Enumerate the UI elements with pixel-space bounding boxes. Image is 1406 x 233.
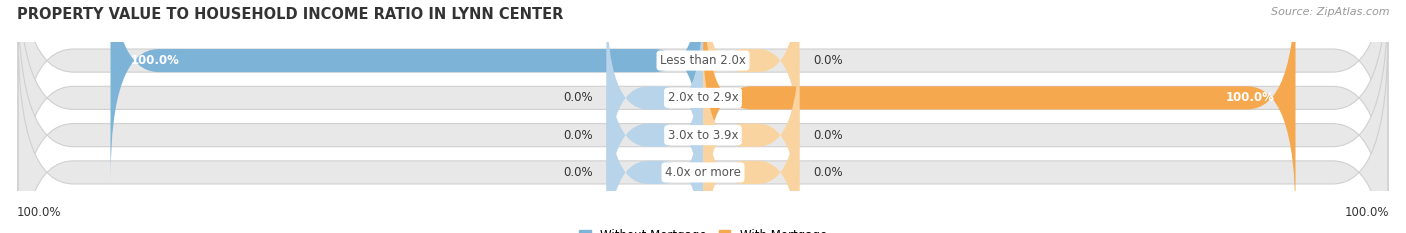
Text: 3.0x to 3.9x: 3.0x to 3.9x — [668, 129, 738, 142]
Text: 0.0%: 0.0% — [813, 129, 842, 142]
FancyBboxPatch shape — [703, 72, 800, 233]
FancyBboxPatch shape — [18, 0, 1388, 198]
Text: 0.0%: 0.0% — [813, 54, 842, 67]
FancyBboxPatch shape — [703, 0, 800, 161]
FancyBboxPatch shape — [18, 0, 1388, 233]
Text: PROPERTY VALUE TO HOUSEHOLD INCOME RATIO IN LYNN CENTER: PROPERTY VALUE TO HOUSEHOLD INCOME RATIO… — [17, 7, 564, 22]
FancyBboxPatch shape — [703, 0, 1295, 217]
FancyBboxPatch shape — [18, 0, 1388, 233]
Text: 0.0%: 0.0% — [564, 166, 593, 179]
Text: Source: ZipAtlas.com: Source: ZipAtlas.com — [1271, 7, 1389, 17]
Text: 100.0%: 100.0% — [131, 54, 180, 67]
FancyBboxPatch shape — [606, 35, 703, 233]
Text: 4.0x or more: 4.0x or more — [665, 166, 741, 179]
Text: 100.0%: 100.0% — [1344, 206, 1389, 219]
Legend: Without Mortgage, With Mortgage: Without Mortgage, With Mortgage — [579, 229, 827, 233]
FancyBboxPatch shape — [606, 72, 703, 233]
FancyBboxPatch shape — [606, 0, 703, 198]
Text: 0.0%: 0.0% — [564, 91, 593, 104]
FancyBboxPatch shape — [703, 35, 800, 233]
Text: 2.0x to 2.9x: 2.0x to 2.9x — [668, 91, 738, 104]
Text: 100.0%: 100.0% — [17, 206, 62, 219]
Text: 0.0%: 0.0% — [813, 166, 842, 179]
FancyBboxPatch shape — [18, 35, 1388, 233]
Text: 0.0%: 0.0% — [564, 129, 593, 142]
Text: Less than 2.0x: Less than 2.0x — [659, 54, 747, 67]
FancyBboxPatch shape — [111, 0, 703, 179]
Text: 100.0%: 100.0% — [1226, 91, 1275, 104]
